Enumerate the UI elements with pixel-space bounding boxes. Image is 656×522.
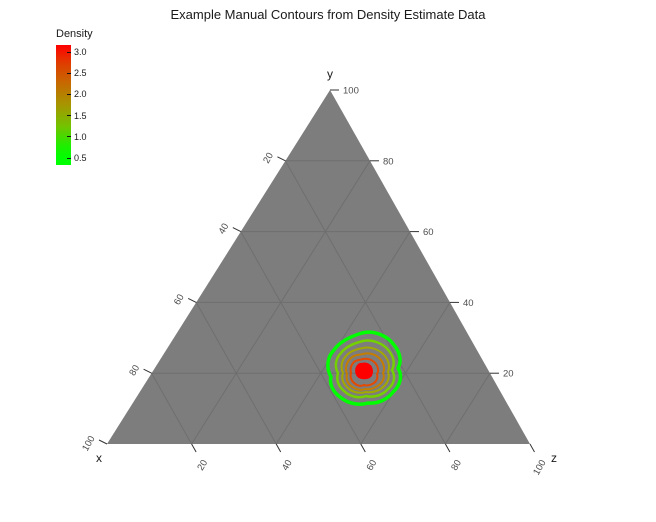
right-tick-label: 100	[343, 86, 359, 97]
left-tick-label: 40	[217, 222, 232, 237]
contour-level-1.0	[334, 339, 396, 399]
right-tick-label: 60	[423, 227, 434, 238]
contour-level-2.0	[345, 352, 386, 391]
legend-gradient-bar	[56, 45, 71, 165]
legend-title: Density	[56, 28, 93, 40]
contour-level-1.5	[340, 346, 390, 394]
legend-tick-mark	[67, 115, 71, 117]
legend-tick-label: 2.0	[74, 89, 87, 100]
legend-tick-mark	[67, 72, 71, 74]
legend-tick-label: 0.5	[74, 153, 87, 163]
legend-tick-label: 1.0	[74, 131, 87, 142]
legend-tick: 1.5	[67, 111, 87, 121]
right-tick-label: 40	[463, 298, 474, 309]
chart-title: Example Manual Contours from Density Est…	[170, 7, 486, 22]
legend-tick: 3.0	[67, 47, 87, 57]
legend-tick: 2.0	[67, 89, 87, 99]
bottom-tick-label: 100	[531, 458, 548, 477]
right-tick-label: 80	[383, 156, 394, 167]
legend-tick-label: 1.5	[74, 110, 87, 121]
legend-tick: 1.0	[67, 132, 87, 142]
legend-tick-label: 3.0	[74, 47, 87, 57]
legend-tick-mark	[67, 51, 71, 53]
axis-tick-marks	[98, 89, 535, 453]
contour-level-3.0	[355, 362, 373, 380]
legend-ticks: 3.0 2.5 2.0 1.5 1.0 0.5	[56, 45, 166, 171]
right-axis-title: z	[551, 451, 557, 465]
left-tick-label: 100	[80, 434, 97, 453]
legend: Density 3.0 2.5 2.0 1.5 1.0 0.5	[56, 28, 166, 171]
legend-tick: 0.5	[67, 153, 87, 163]
contour-group	[326, 330, 403, 406]
contour-level-0.5	[326, 330, 403, 406]
left-tick-label: 20	[261, 151, 276, 166]
legend-tick-label: 2.5	[74, 68, 87, 79]
legend-tick-mark	[67, 157, 71, 159]
left-tick-label: 60	[172, 292, 187, 307]
legend-tick: 2.5	[67, 68, 87, 78]
bottom-tick-label: 40	[280, 458, 295, 473]
legend-tick-mark	[67, 93, 71, 95]
left-axis-title: x	[96, 451, 102, 465]
legend-body: 3.0 2.5 2.0 1.5 1.0 0.5	[56, 45, 166, 171]
ternary-panel	[107, 90, 530, 444]
bottom-tick-label: 60	[365, 458, 380, 473]
grid-lines	[151, 160, 491, 445]
top-axis-title: y	[327, 67, 333, 81]
contour-level-2.5	[349, 357, 380, 387]
bottom-tick-label: 20	[195, 458, 210, 473]
legend-tick-mark	[67, 136, 71, 138]
bottom-tick-label: 80	[449, 458, 464, 473]
left-tick-label: 80	[127, 363, 142, 378]
right-tick-label: 20	[503, 369, 514, 380]
